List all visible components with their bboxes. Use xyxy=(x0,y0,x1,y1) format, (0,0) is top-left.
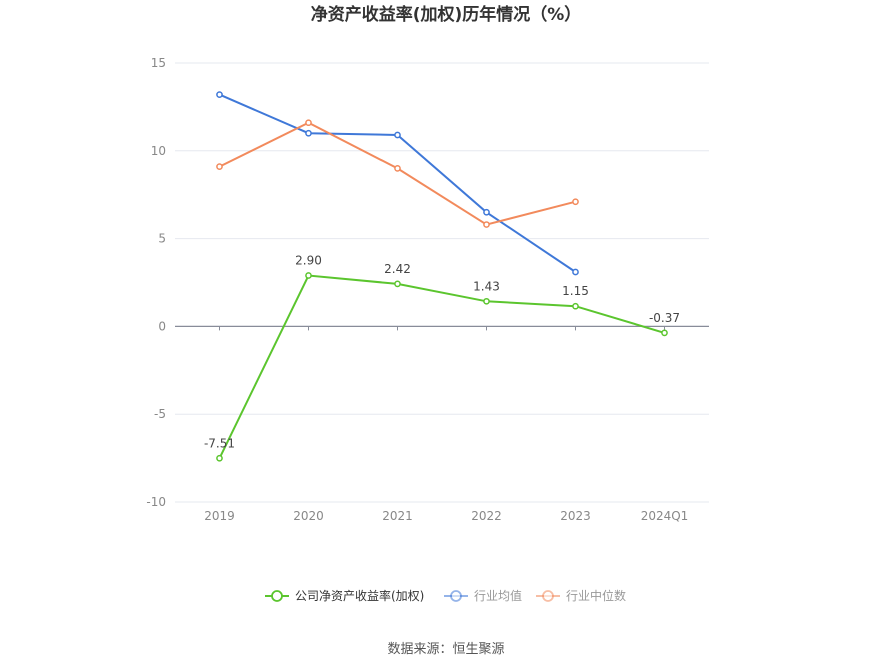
data-point xyxy=(305,119,312,127)
y-tick-label: -10 xyxy=(146,495,166,509)
data-point xyxy=(216,454,223,462)
legend-item-1[interactable]: 行业均值 xyxy=(444,588,522,603)
data-point xyxy=(572,302,579,310)
legend-label: 行业均值 xyxy=(474,588,522,603)
x-tick-label: 2023 xyxy=(560,509,591,523)
data-point xyxy=(483,208,490,216)
y-tick-label: 10 xyxy=(151,144,166,158)
y-tick-label: -5 xyxy=(154,407,166,421)
data-point xyxy=(483,297,490,305)
legend-swatch-marker xyxy=(450,590,462,602)
data-label: -0.37 xyxy=(649,311,680,325)
data-point xyxy=(305,272,312,279)
data-labels: -7.51 2.90 2.42 1.43 1.15 -0.37 xyxy=(204,253,680,450)
data-label: 1.15 xyxy=(562,284,589,298)
legend-swatch-marker xyxy=(542,590,554,602)
data-label: -7.51 xyxy=(204,436,235,450)
source-note: 数据来源：恒生聚源 xyxy=(387,642,504,657)
x-tick-label: 2024Q1 xyxy=(641,509,689,523)
data-label: 2.42 xyxy=(384,262,411,276)
data-point xyxy=(305,129,312,137)
y-axis: 15 10 5 0 -5 -10 xyxy=(146,56,166,509)
x-tick-label: 2019 xyxy=(204,509,235,523)
series-group xyxy=(216,91,668,462)
legend-item-2[interactable]: 行业中位数 xyxy=(536,588,626,603)
data-label: 1.43 xyxy=(473,279,500,293)
chart-title: 净资产收益率(加权)历年情况（%） xyxy=(311,4,582,25)
legend-label: 公司净资产收益率(加权) xyxy=(295,588,424,603)
x-tick-label: 2022 xyxy=(471,509,502,523)
data-point xyxy=(572,268,579,276)
legend[interactable]: 公司净资产收益率(加权) 行业均值 行业中位数 xyxy=(265,588,626,603)
x-tick-label: 2021 xyxy=(382,509,413,523)
grid-lines xyxy=(175,62,709,503)
series-line-0 xyxy=(218,274,665,459)
data-point xyxy=(394,165,401,172)
x-tick-label: 2020 xyxy=(293,509,324,523)
legend-item-0[interactable]: 公司净资产收益率(加权) xyxy=(265,588,424,603)
data-point xyxy=(483,221,490,228)
legend-swatch-marker xyxy=(271,590,283,602)
data-point xyxy=(216,91,223,98)
data-point xyxy=(394,280,401,288)
legend-label: 行业中位数 xyxy=(566,588,626,603)
series-line-1 xyxy=(219,93,577,273)
y-tick-label: 0 xyxy=(158,319,166,333)
data-point xyxy=(394,131,401,139)
y-tick-label: 5 xyxy=(158,232,166,246)
x-axis: 2019 2020 2021 2022 2023 2024Q1 xyxy=(175,325,709,523)
data-point xyxy=(661,329,668,337)
data-point xyxy=(216,163,223,170)
data-point xyxy=(572,198,579,206)
y-tick-label: 15 xyxy=(151,56,166,70)
data-label: 2.90 xyxy=(295,253,322,267)
